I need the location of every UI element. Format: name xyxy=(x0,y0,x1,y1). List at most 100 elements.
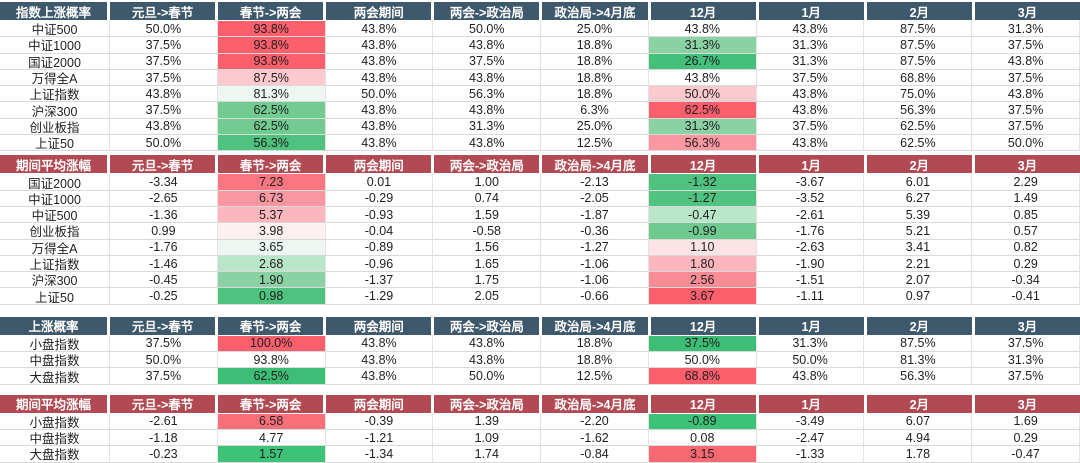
table-cell: 0.08 xyxy=(648,429,757,447)
table-cell: 31.3% xyxy=(972,352,1080,369)
table-cell: 1.00 xyxy=(433,174,542,191)
column-header: 两会期间 xyxy=(326,2,435,21)
column-header: 两会期间 xyxy=(326,155,435,175)
table-cell: 50.0% xyxy=(433,21,542,38)
table-cell: 68.8% xyxy=(864,69,973,87)
table-cell: 56.3% xyxy=(217,135,326,152)
table-cell: 37.5% xyxy=(110,69,218,87)
row-label: 万得全A xyxy=(0,69,110,87)
table-cell: 2.07 xyxy=(864,272,973,289)
table-cell: 2.68 xyxy=(217,255,326,273)
table-row: 沪深300 37.5% 62.5% 43.8% 43.8% 6.3% 62.5% 43.8% 5… xyxy=(0,102,1080,119)
table-cell: 43.8% xyxy=(325,37,434,54)
table-row: 上证指数 -1.46 2.68 -0.96 1.65 -1.06 1.80 -1.90 2.21… xyxy=(0,255,1080,273)
table-cell: 43.8% xyxy=(110,118,218,136)
table-cell: 43.8% xyxy=(325,118,434,136)
column-header: 元旦->春节 xyxy=(110,2,219,21)
table-cell: 87.5% xyxy=(217,69,326,87)
table-cell: 25.0% xyxy=(541,21,649,38)
table-cell: -0.89 xyxy=(648,413,757,430)
table-cell: 87.5% xyxy=(864,53,973,70)
table-cell: 37.5% xyxy=(972,368,1080,385)
column-header: 春节->两会 xyxy=(218,394,327,414)
table-cell: 1.90 xyxy=(217,272,326,289)
column-header: 元旦->春节 xyxy=(110,394,219,414)
table-cell: 25.0% xyxy=(541,118,649,136)
table-row: 中证1000 37.5% 93.8% 43.8% 43.8% 18.8% 31.3% 31.3… xyxy=(0,37,1080,54)
table-cell: -1.06 xyxy=(541,255,649,273)
column-header: 3月 xyxy=(974,155,1080,175)
table-row: 国证2000 -3.34 7.23 0.01 1.00 -2.13 -1.32 -3.67 6.… xyxy=(0,174,1080,191)
table-cell: -2.20 xyxy=(541,413,649,430)
column-header: 春节->两会 xyxy=(218,155,327,175)
table-cell: 18.8% xyxy=(541,352,649,369)
table-cell: -0.41 xyxy=(972,288,1080,305)
table-cell: 43.8% xyxy=(756,86,865,103)
table-cell: 43.8% xyxy=(433,37,542,54)
table-cell: -0.66 xyxy=(541,288,649,305)
table-cell: -1.87 xyxy=(541,206,649,224)
table-cell: -1.21 xyxy=(325,429,434,447)
table-cell: -1.76 xyxy=(110,239,218,256)
table-cell: 37.5% xyxy=(756,118,865,136)
table-cell: 50.0% xyxy=(972,135,1080,152)
table-cell: 1.09 xyxy=(433,429,542,447)
column-header: 12月 xyxy=(650,2,759,21)
table-cell: 50.0% xyxy=(756,352,865,369)
table-cell: 18.8% xyxy=(541,335,649,353)
row-label: 中证1000 xyxy=(0,190,110,207)
table-row: 小盘指数 37.5% 100.0% 43.8% 43.8% 18.8% 37.5% 31.3%… xyxy=(0,335,1080,353)
table-cell: -0.39 xyxy=(325,413,434,430)
table-cell: 43.8% xyxy=(972,86,1080,103)
table-cell: 43.8% xyxy=(756,21,865,38)
column-header: 1月 xyxy=(758,394,867,414)
table-cell: 50.0% xyxy=(648,86,757,103)
table-cell: 3.41 xyxy=(864,239,973,256)
table-cell: -0.93 xyxy=(325,206,434,224)
table-section-0: 指数上涨概率 元旦->春节 春节->两会 两会期间 两会->政治局 政治局->4月底 12月… xyxy=(0,2,1080,152)
row-label: 中证500 xyxy=(0,21,110,38)
section-title: 期间平均涨幅 xyxy=(0,155,110,175)
row-label: 创业板指 xyxy=(0,223,110,240)
table-cell: 2.05 xyxy=(433,288,542,305)
row-label: 上证50 xyxy=(0,288,110,305)
table-cell: 2.21 xyxy=(864,255,973,273)
table-row: 大盘指数 -0.23 1.57 -1.34 1.74 -0.84 3.15 -1.33 1.78… xyxy=(0,446,1080,463)
table-cell: 4.94 xyxy=(864,429,973,447)
row-label: 万得全A xyxy=(0,239,110,256)
table-cell: -0.29 xyxy=(325,190,434,207)
column-header: 两会期间 xyxy=(326,316,435,336)
table-cell: 43.8% xyxy=(325,21,434,38)
table-cell: 43.8% xyxy=(325,69,434,87)
table-cell: -2.65 xyxy=(110,190,218,207)
column-header: 两会->政治局 xyxy=(434,2,543,21)
row-label: 上证50 xyxy=(0,135,110,152)
table-cell: -1.51 xyxy=(756,272,865,289)
table-row: 小盘指数 -2.61 6.58 -0.39 1.39 -2.20 -0.89 -3.49 6.0… xyxy=(0,413,1080,430)
column-header: 政治局->4月底 xyxy=(542,394,651,414)
table-cell: 56.3% xyxy=(433,86,542,103)
table-cell: 3.15 xyxy=(648,446,757,463)
section-title: 期间平均涨幅 xyxy=(0,394,110,414)
section-title: 上涨概率 xyxy=(0,316,110,336)
table-cell: 0.98 xyxy=(217,288,326,305)
table-cell: 18.8% xyxy=(541,86,649,103)
column-header: 元旦->春节 xyxy=(110,316,219,336)
column-header: 春节->两会 xyxy=(218,316,327,336)
table-cell: 50.0% xyxy=(325,86,434,103)
table-cell: 31.3% xyxy=(433,118,542,136)
column-header: 春节->两会 xyxy=(218,2,327,21)
column-header: 两会->政治局 xyxy=(434,394,543,414)
table-cell: -2.13 xyxy=(541,174,649,191)
table-cell: 43.8% xyxy=(110,86,218,103)
column-header: 2月 xyxy=(866,155,975,175)
table-cell: -0.36 xyxy=(541,223,649,240)
table-cell: 37.5% xyxy=(648,335,757,353)
table-cell: 37.5% xyxy=(433,53,542,70)
table-cell: 62.5% xyxy=(217,102,326,119)
table-cell: 18.8% xyxy=(541,69,649,87)
table-cell: 6.27 xyxy=(864,190,973,207)
table-cell: 31.3% xyxy=(756,335,865,353)
table-cell: 1.75 xyxy=(433,272,542,289)
